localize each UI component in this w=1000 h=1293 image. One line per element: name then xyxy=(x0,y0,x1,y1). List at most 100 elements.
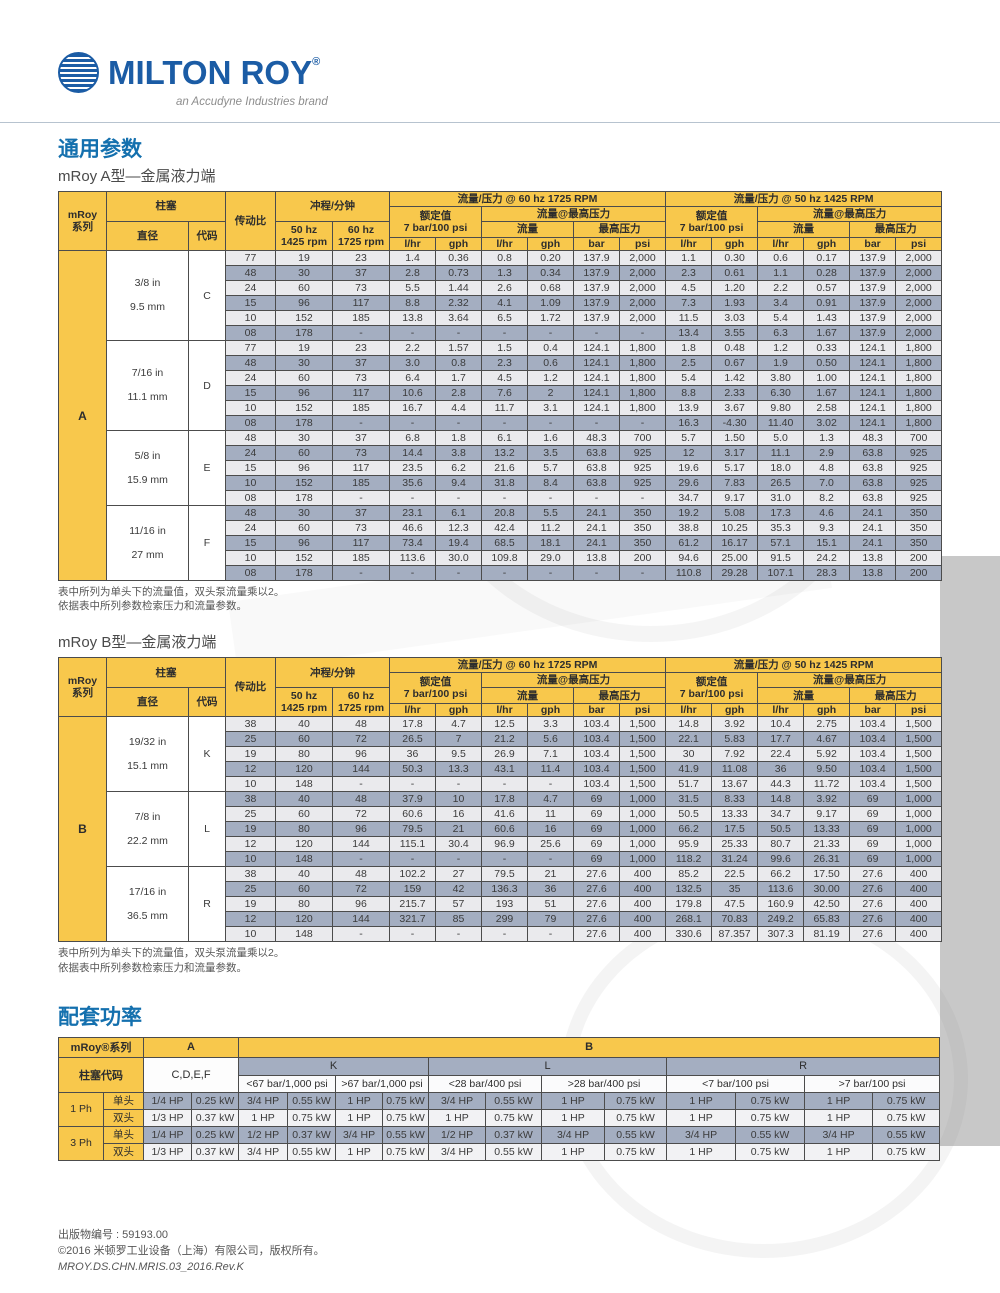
table-cell: 9.50 xyxy=(803,761,851,778)
table-cell: 178 xyxy=(275,565,333,582)
power-cell: 0.55 kW xyxy=(872,1125,941,1144)
table-cell: 2.9 xyxy=(803,445,851,462)
table-cell: 400 xyxy=(619,896,667,913)
table-cell: 925 xyxy=(895,475,943,492)
table-cell: 60 xyxy=(275,731,333,748)
mroy-b-spec-table: mRoy 系列 柱塞 传动比 冲程/分钟 流量/压力 @ 60 hz 1725 … xyxy=(58,657,943,943)
table-cell: - xyxy=(527,565,575,582)
table-cell: 3.17 xyxy=(711,445,759,462)
unit-lhr: l/hr xyxy=(665,236,713,252)
table-cell: 91.5 xyxy=(757,550,805,567)
table-cell: 85.2 xyxy=(665,866,713,883)
table-cell: 14.4 xyxy=(389,445,437,462)
table-cell: 7.0 xyxy=(803,475,851,492)
table-cell: 37 xyxy=(331,430,391,447)
power-codes-a: C,D,E,F xyxy=(143,1056,240,1093)
table-cell: 27.6 xyxy=(573,926,621,943)
table-cell: 2.2 xyxy=(389,340,437,357)
table-cell: 3.80 xyxy=(757,370,805,387)
table-cell: 96 xyxy=(275,535,333,552)
table-cell: 400 xyxy=(895,926,943,943)
table-cell: 185 xyxy=(331,550,391,567)
table-cell: 115.1 xyxy=(389,836,437,853)
table-cell: 11.2 xyxy=(527,520,575,537)
table-cell: 118.2 xyxy=(665,851,713,868)
unit-psi: psi xyxy=(619,236,667,252)
table-cell: - xyxy=(389,926,437,943)
plunger-code-cell: E xyxy=(188,430,226,507)
table-cell: 96 xyxy=(331,821,391,838)
col-header-max-pressure: 最高压力 xyxy=(573,221,667,238)
power-cell: 1/2 HP xyxy=(428,1125,487,1144)
table-cell: 137.9 xyxy=(573,310,621,327)
table-cell: 99.6 xyxy=(757,851,805,868)
table-cell: 400 xyxy=(619,881,667,898)
table-cell: 0.73 xyxy=(435,265,483,282)
table-cell: 51.7 xyxy=(665,776,713,793)
table-cell: 40 xyxy=(275,791,333,808)
table-cell: 37.9 xyxy=(389,791,437,808)
table-cell: 137.9 xyxy=(573,265,621,282)
table-cell: 2,000 xyxy=(619,295,667,312)
table-cell: 350 xyxy=(895,520,943,537)
table-cell: 110.8 xyxy=(665,565,713,582)
col-header-spm50: 50 hz 1425 rpm xyxy=(275,220,333,252)
table-cell: 6.3 xyxy=(757,325,805,342)
table-cell: 144 xyxy=(331,911,391,928)
table-cell: 48 xyxy=(225,265,276,282)
table-cell: 1.6 xyxy=(527,430,575,447)
table-cell: 60 xyxy=(275,445,333,462)
table-cell: 6.5 xyxy=(481,310,529,327)
table-cell: - xyxy=(435,851,483,868)
table-a-body: A 3/8 in 9.5 mm C 77 19 23 1.4 0.36 0.8 0.20 137.9 2… xyxy=(58,250,943,582)
table-cell: 5.4 xyxy=(665,370,713,387)
table-cell: 1,500 xyxy=(619,776,667,793)
col-header-flow: 流量 xyxy=(757,221,851,238)
col-header-ratio: 传动比 xyxy=(225,190,276,252)
table-cell: 41.6 xyxy=(481,806,529,823)
table-cell: 60 xyxy=(275,806,333,823)
table-cell: 3.67 xyxy=(711,400,759,417)
table-cell: 1,800 xyxy=(895,385,943,402)
table-cell: 185 xyxy=(331,475,391,492)
table-cell: 48 xyxy=(225,430,276,447)
col-header-spm60: 60 hz 1725 rpm xyxy=(331,687,391,718)
power-cell: 0.75 kW xyxy=(382,1108,430,1127)
table-cell: 1.5 xyxy=(481,340,529,357)
col-header-max-pressure: 最高压力 xyxy=(849,687,943,705)
table-cell: 350 xyxy=(619,520,667,537)
table-cell: 299 xyxy=(481,911,529,928)
table-cell: 65.83 xyxy=(803,911,851,928)
table-cell: 25.33 xyxy=(711,836,759,853)
table-cell: 25 xyxy=(225,806,276,823)
power-cell: 0.55 kW xyxy=(287,1142,337,1161)
table-cell: 7.3 xyxy=(665,295,713,312)
power-cell: 0.75 kW xyxy=(735,1108,806,1127)
table-cell: 73 xyxy=(331,280,391,297)
table-cell: 48 xyxy=(331,791,391,808)
col-header-rated: 额定值 7 bar/100 psi xyxy=(665,672,759,705)
table-cell: 4.6 xyxy=(803,505,851,522)
table-cell: 1.42 xyxy=(711,370,759,387)
table-cell: 96.9 xyxy=(481,836,529,853)
table-cell: 27.6 xyxy=(573,911,621,928)
table-cell: - xyxy=(435,415,483,432)
table-cell: 159 xyxy=(389,881,437,898)
head-type-label: 双头 xyxy=(102,1142,145,1161)
power-cell: 0.75 kW xyxy=(485,1108,543,1127)
table-cell: 2,000 xyxy=(895,280,943,297)
table-cell: 31.24 xyxy=(711,851,759,868)
power-cell: 0.75 kW xyxy=(872,1108,941,1127)
table-cell: 1,500 xyxy=(619,761,667,778)
table-cell: 40 xyxy=(275,866,333,883)
power-header-series: mRoy®系列 xyxy=(57,1036,145,1058)
power-range: <67 bar/1,000 psi xyxy=(238,1074,337,1093)
table-cell: 2.6 xyxy=(481,280,529,297)
table-cell: 6.4 xyxy=(389,370,437,387)
table-cell: 23.5 xyxy=(389,460,437,477)
phase-label: 3 Ph xyxy=(58,1125,104,1161)
col-header-plunger: 柱塞 xyxy=(106,191,226,222)
table-cell: 925 xyxy=(895,460,943,477)
power-group-k: K xyxy=(238,1056,430,1076)
table-cell: 41.9 xyxy=(665,761,713,778)
